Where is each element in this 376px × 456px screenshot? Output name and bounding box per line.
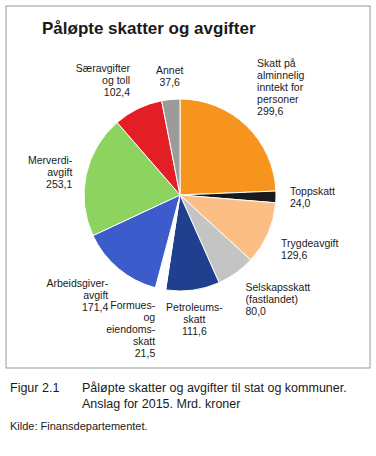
data-label: 253,1: [46, 178, 72, 190]
slice-label: Selskapsskatt(fastlandet)80,0: [246, 281, 311, 317]
slice-label: Annet37,6: [156, 64, 184, 88]
category-label: skatt: [133, 335, 155, 347]
category-label: og: [144, 311, 156, 323]
figure-label: Figur 2.1: [10, 381, 59, 395]
title: Påløpte skatter og avgifter: [42, 19, 256, 38]
pie-slice: [162, 99, 180, 195]
chart-frame: [6, 6, 370, 368]
slice-label: Trygdeavgift129,6: [281, 237, 338, 261]
category-label: eiendoms-: [106, 323, 156, 335]
pie: [84, 99, 276, 291]
labels: Skatt påalminneliginntekt forpersoner299…: [28, 57, 339, 359]
category-label: Merverdi-: [28, 154, 73, 166]
category-label: inntekt for: [257, 81, 304, 93]
category-label: avgift: [83, 289, 108, 301]
data-label: 24,0: [290, 197, 311, 209]
caption: Påløpte skatter og avgifter til stat og …: [82, 381, 347, 411]
category-label: alminnelig: [257, 69, 304, 81]
slice-label: Merverdi-avgift253,1: [28, 154, 73, 190]
slice-label: Petroleums-skatt111,6: [166, 301, 223, 337]
data-label: 80,0: [246, 305, 267, 317]
data-label: 129,6: [281, 249, 307, 261]
data-label: 171,4: [82, 301, 108, 313]
source: Kilde: Finansdepartementet.: [10, 420, 148, 432]
category-label: Særavgifter: [76, 62, 131, 74]
data-label: 102,4: [104, 86, 130, 98]
chart: Påløpte skatter og avgifterSkatt påalmin…: [0, 0, 376, 456]
caption-line: Anslag for 2015. Mrd. kroner: [82, 397, 240, 411]
slice-label: Arbeidsgiver-avgift171,4: [46, 277, 108, 313]
slice-label: Særavgifterog toll102,4: [76, 62, 131, 98]
category-label: Annet: [156, 64, 184, 76]
category-label: Formues-: [110, 299, 155, 311]
caption-line: Påløpte skatter og avgifter til stat og …: [82, 381, 347, 395]
data-label: 111,6: [182, 325, 207, 337]
category-label: Toppskatt: [290, 185, 335, 197]
category-label: Petroleums-: [166, 301, 223, 313]
data-label: 37,6: [160, 76, 181, 88]
category-label: personer: [257, 93, 299, 105]
category-label: avgift: [47, 166, 72, 178]
category-label: Arbeidsgiver-: [46, 277, 108, 289]
data-label: 21,5: [135, 347, 156, 359]
category-label: Trygdeavgift: [281, 237, 338, 249]
slice-label: Skatt påalminneliginntekt forpersoner299…: [257, 57, 304, 117]
category-label: Skatt på: [257, 57, 296, 69]
slice-label: Toppskatt24,0: [290, 185, 335, 209]
data-label: 299,6: [257, 105, 283, 117]
category-label: og toll: [102, 74, 130, 86]
category-label: Selskapsskatt: [246, 281, 311, 293]
slice-label: Formues-ogeiendoms-skatt21,5: [106, 299, 156, 359]
category-label: skatt: [183, 313, 205, 325]
category-label: (fastlandet): [246, 293, 299, 305]
